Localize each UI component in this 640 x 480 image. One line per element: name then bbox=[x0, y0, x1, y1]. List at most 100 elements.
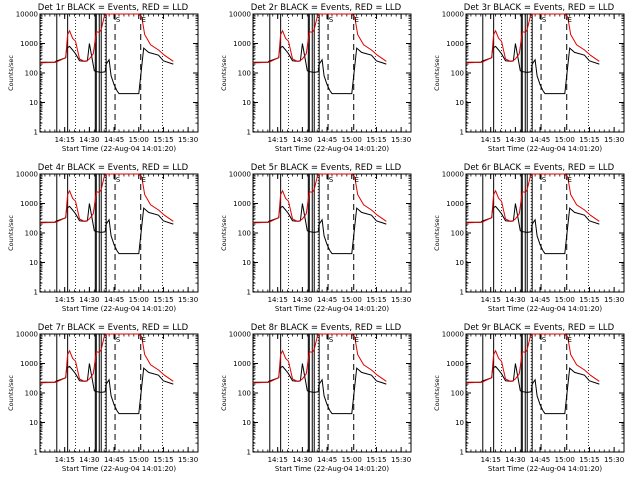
y-tick-label: 1 bbox=[247, 449, 251, 457]
x-tick-label: 14:30 bbox=[79, 136, 99, 144]
y-tick-label: 1000 bbox=[446, 40, 464, 48]
events-series-line bbox=[40, 363, 174, 415]
x-tick-label: 14:45 bbox=[530, 136, 550, 144]
events-series-line bbox=[466, 43, 600, 95]
y-tick-label: 10000 bbox=[16, 11, 38, 19]
y-tick-label: 10000 bbox=[229, 331, 251, 339]
x-tick-label: 14:45 bbox=[317, 296, 337, 304]
y-tick-label: 10000 bbox=[442, 331, 464, 339]
y-tick-label: 10 bbox=[455, 99, 464, 107]
panel-title: Det 8r BLACK = Events, RED = LLD bbox=[251, 323, 402, 333]
panel-title: Det 4r BLACK = Events, RED = LLD bbox=[38, 163, 189, 173]
x-tick-label: 15:15 bbox=[579, 136, 599, 144]
x-tick-label: 14:15 bbox=[268, 296, 288, 304]
flare-marker-annotation: E bbox=[141, 176, 145, 184]
x-axis-label: Start Time (22-Aug-04 14:01:20) bbox=[62, 145, 176, 153]
y-tick-label: 10 bbox=[242, 99, 251, 107]
plot-frame bbox=[252, 173, 412, 293]
x-tick-label: 14:30 bbox=[292, 296, 312, 304]
x-tick-label: 14:30 bbox=[505, 136, 525, 144]
y-tick-label: 10 bbox=[242, 419, 251, 427]
plot-frame bbox=[465, 13, 625, 133]
events-series-line bbox=[40, 43, 174, 95]
events-series-line bbox=[253, 43, 387, 95]
lld-series-line bbox=[252, 173, 387, 224]
x-tick-label: 14:45 bbox=[530, 456, 550, 464]
y-axis-label: Counts/sec bbox=[220, 55, 228, 91]
x-tick-label: 14:45 bbox=[104, 136, 124, 144]
flare-marker-annotation: E bbox=[567, 16, 571, 24]
x-tick-label: 15:30 bbox=[391, 296, 411, 304]
flare-marker-annotation: E bbox=[141, 336, 145, 344]
y-tick-label: 10000 bbox=[16, 171, 38, 179]
x-tick-label: 15:30 bbox=[391, 136, 411, 144]
x-tick-label: 14:15 bbox=[481, 456, 501, 464]
y-tick-label: 1000 bbox=[233, 40, 251, 48]
x-tick-label: 15:00 bbox=[342, 296, 362, 304]
y-tick-label: 10000 bbox=[229, 171, 251, 179]
x-tick-label: 15:00 bbox=[129, 136, 149, 144]
x-tick-label: 15:30 bbox=[178, 456, 198, 464]
x-tick-label: 14:45 bbox=[104, 456, 124, 464]
events-series-line bbox=[40, 203, 174, 255]
x-tick-label: 15:00 bbox=[129, 296, 149, 304]
x-axis-label: Start Time (22-Aug-04 14:01:20) bbox=[488, 465, 602, 473]
flare-marker-annotation: E bbox=[567, 336, 571, 344]
y-tick-label: 10 bbox=[242, 259, 251, 267]
y-axis-label: Counts/sec bbox=[433, 375, 441, 411]
y-tick-label: 1 bbox=[34, 129, 38, 137]
x-tick-label: 15:15 bbox=[579, 296, 599, 304]
x-tick-label: 14:30 bbox=[292, 136, 312, 144]
panel-title: Det 5r BLACK = Events, RED = LLD bbox=[251, 163, 402, 173]
x-tick-label: 14:15 bbox=[268, 456, 288, 464]
y-axis-label: Counts/sec bbox=[220, 215, 228, 251]
x-tick-label: 14:15 bbox=[55, 136, 75, 144]
y-tick-label: 1 bbox=[247, 289, 251, 297]
y-axis-label: Counts/sec bbox=[433, 215, 441, 251]
x-tick-label: 15:15 bbox=[579, 456, 599, 464]
detector-panel-6: Det 6r BLACK = Events, RED = LLD 1 10 100 10… bbox=[433, 163, 625, 313]
x-axis-label: Start Time (22-Aug-04 14:01:20) bbox=[275, 305, 389, 313]
y-tick-label: 1 bbox=[460, 449, 464, 457]
flare-marker-annotation: S bbox=[542, 16, 547, 24]
panel-title: Det 1r BLACK = Events, RED = LLD bbox=[38, 3, 189, 13]
y-tick-label: 100 bbox=[451, 230, 464, 238]
events-series-line bbox=[253, 203, 387, 255]
x-tick-label: 14:15 bbox=[481, 136, 501, 144]
y-axis-label: Counts/sec bbox=[433, 55, 441, 91]
x-axis-label: Start Time (22-Aug-04 14:01:20) bbox=[62, 305, 176, 313]
x-tick-label: 14:30 bbox=[292, 456, 312, 464]
flare-marker-annotation: E bbox=[141, 16, 145, 24]
x-tick-label: 14:30 bbox=[79, 456, 99, 464]
plot-frame bbox=[39, 333, 199, 453]
plot-frame bbox=[465, 333, 625, 453]
x-tick-label: 15:00 bbox=[555, 296, 575, 304]
flare-marker-annotation: S bbox=[329, 336, 334, 344]
y-tick-label: 1 bbox=[34, 449, 38, 457]
y-tick-label: 10000 bbox=[16, 331, 38, 339]
lld-series-line bbox=[465, 333, 600, 384]
y-tick-label: 10 bbox=[29, 259, 38, 267]
flare-marker-annotation: E bbox=[354, 176, 358, 184]
x-tick-label: 14:30 bbox=[79, 296, 99, 304]
x-tick-label: 15:15 bbox=[153, 456, 173, 464]
plot-frame bbox=[39, 13, 199, 133]
x-tick-label: 15:30 bbox=[178, 296, 198, 304]
y-tick-label: 1000 bbox=[20, 360, 38, 368]
lld-series-line bbox=[39, 333, 174, 384]
events-series-line bbox=[253, 363, 387, 415]
x-tick-label: 14:30 bbox=[505, 296, 525, 304]
x-tick-label: 14:45 bbox=[530, 296, 550, 304]
y-tick-label: 1000 bbox=[20, 40, 38, 48]
flare-marker-annotation: E bbox=[567, 176, 571, 184]
plot-frame bbox=[39, 173, 199, 293]
plot-frame bbox=[252, 333, 412, 453]
x-axis-label: Start Time (22-Aug-04 14:01:20) bbox=[275, 465, 389, 473]
x-tick-label: 14:15 bbox=[268, 136, 288, 144]
x-tick-label: 15:00 bbox=[129, 456, 149, 464]
lld-series-line bbox=[465, 173, 600, 224]
y-tick-label: 10 bbox=[455, 419, 464, 427]
y-axis-label: Counts/sec bbox=[7, 375, 15, 411]
y-tick-label: 1000 bbox=[446, 200, 464, 208]
